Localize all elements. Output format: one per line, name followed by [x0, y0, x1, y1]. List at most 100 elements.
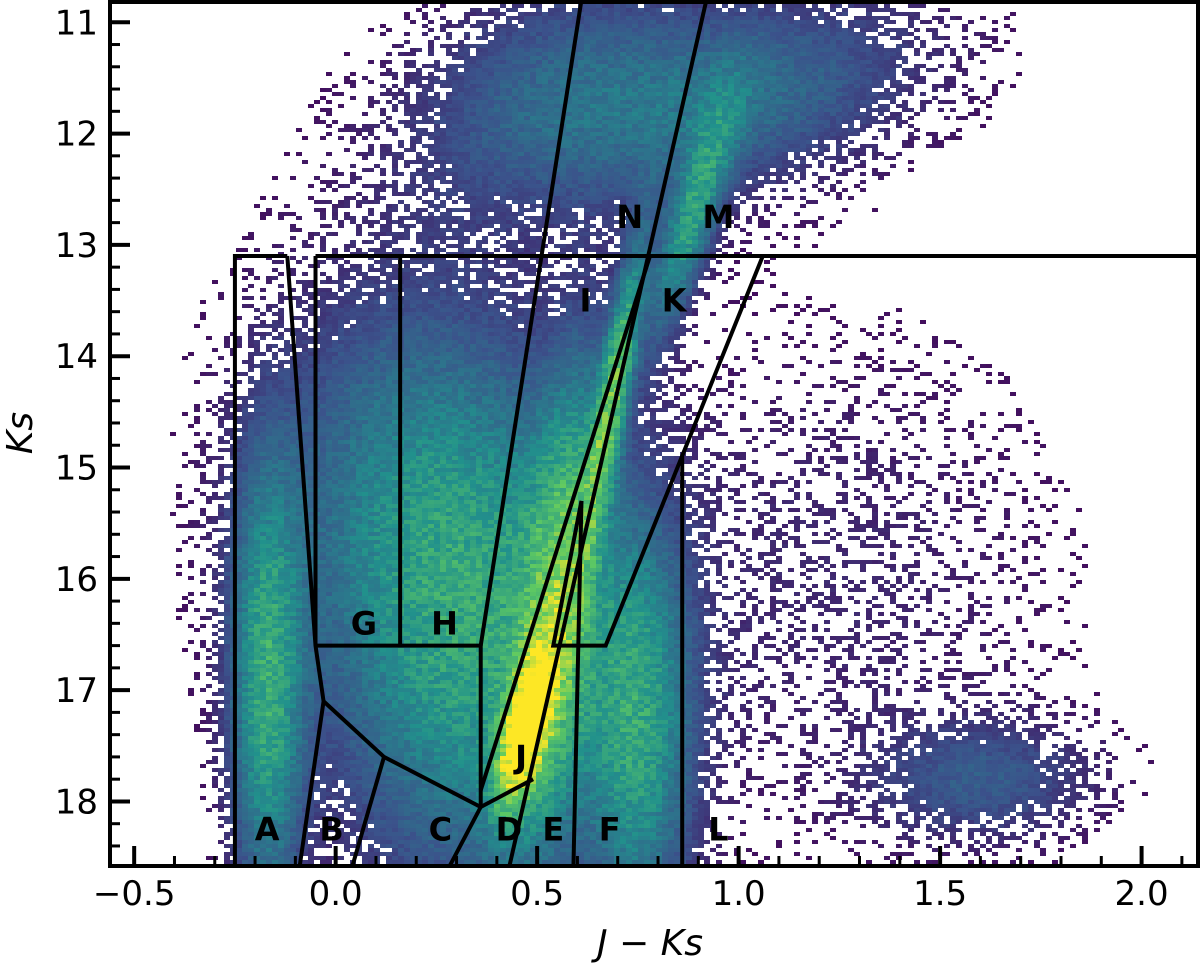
density-cell	[416, 68, 422, 72]
density-cell	[584, 264, 590, 268]
density-cell	[830, 64, 836, 68]
density-cell	[584, 152, 590, 156]
density-cell	[680, 128, 686, 132]
density-cell	[416, 108, 422, 112]
density-cell	[704, 84, 710, 88]
density-cell	[626, 120, 632, 124]
density-cell	[890, 60, 896, 64]
density-cell	[890, 92, 896, 96]
density-cell	[956, 128, 962, 132]
density-cell	[830, 8, 836, 12]
density-cell	[704, 136, 710, 140]
density-cell	[452, 176, 458, 180]
density-cell	[440, 240, 446, 244]
density-cell	[830, 68, 836, 72]
density-cell	[794, 52, 800, 56]
density-cell	[650, 104, 656, 108]
density-cell	[590, 140, 596, 144]
density-cell	[362, 124, 368, 128]
density-cell	[776, 16, 782, 20]
density-cell	[752, 32, 758, 36]
density-cell	[530, 112, 536, 116]
density-cell	[848, 100, 854, 104]
density-cell	[596, 252, 602, 256]
density-cell	[752, 140, 758, 144]
density-cell	[704, 8, 710, 12]
density-cell	[548, 84, 554, 88]
density-cell	[290, 268, 296, 272]
density-cell	[632, 56, 638, 60]
density-cell	[578, 64, 584, 68]
density-cell	[776, 72, 782, 76]
density-cell	[446, 80, 452, 84]
density-cell	[650, 152, 656, 156]
density-cell	[914, 76, 920, 80]
density-cell	[896, 84, 902, 88]
density-cell	[632, 40, 638, 44]
density-cell	[470, 168, 476, 172]
density-cell	[818, 132, 824, 136]
density-cell	[404, 40, 410, 44]
density-cell	[824, 108, 830, 112]
density-cell	[860, 48, 866, 52]
density-cell	[728, 72, 734, 76]
density-cell	[512, 64, 518, 68]
density-cell	[782, 44, 788, 48]
density-cell	[446, 120, 452, 124]
density-cell	[722, 136, 728, 140]
density-cell	[614, 184, 620, 188]
density-cell	[332, 208, 338, 212]
density-cell	[542, 52, 548, 56]
density-cell	[716, 272, 722, 276]
density-cell	[422, 108, 428, 112]
density-cell	[920, 20, 926, 24]
density-cell	[488, 92, 494, 96]
density-cell	[698, 272, 704, 276]
density-cell	[380, 148, 386, 152]
density-cell	[638, 60, 644, 64]
density-cell	[794, 68, 800, 72]
density-cell	[548, 88, 554, 92]
density-cell	[830, 16, 836, 20]
density-cell	[788, 48, 794, 52]
density-cell	[464, 60, 470, 64]
density-cell	[422, 100, 428, 104]
density-cell	[542, 164, 548, 168]
density-cell	[530, 240, 536, 244]
density-cell	[302, 160, 308, 164]
density-cell	[764, 144, 770, 148]
density-cell	[584, 200, 590, 204]
density-cell	[422, 104, 428, 108]
density-cell	[422, 240, 428, 244]
density-cell	[656, 152, 662, 156]
density-cell	[584, 244, 590, 248]
density-cell	[656, 32, 662, 36]
density-cell	[464, 156, 470, 160]
density-cell	[848, 24, 854, 28]
density-cell	[392, 104, 398, 108]
density-cell	[386, 216, 392, 220]
density-cell	[386, 60, 392, 64]
density-cell	[488, 136, 494, 140]
density-cell	[866, 88, 872, 92]
density-cell	[542, 20, 548, 24]
density-cell	[812, 80, 818, 84]
density-cell	[542, 156, 548, 160]
density-cell	[716, 92, 722, 96]
density-cell	[848, 128, 854, 132]
density-cell	[680, 152, 686, 156]
density-cell	[512, 180, 518, 184]
density-cell	[512, 52, 518, 56]
density-cell	[884, 48, 890, 52]
density-cell	[716, 120, 722, 124]
density-cell	[548, 144, 554, 148]
density-cell	[872, 52, 878, 56]
density-cell	[380, 120, 386, 124]
density-cell	[290, 236, 296, 240]
density-cell	[830, 224, 836, 228]
density-cell	[800, 100, 806, 104]
density-cell	[722, 32, 728, 36]
density-cell	[794, 64, 800, 68]
density-cell	[716, 208, 722, 212]
density-cell	[584, 16, 590, 20]
